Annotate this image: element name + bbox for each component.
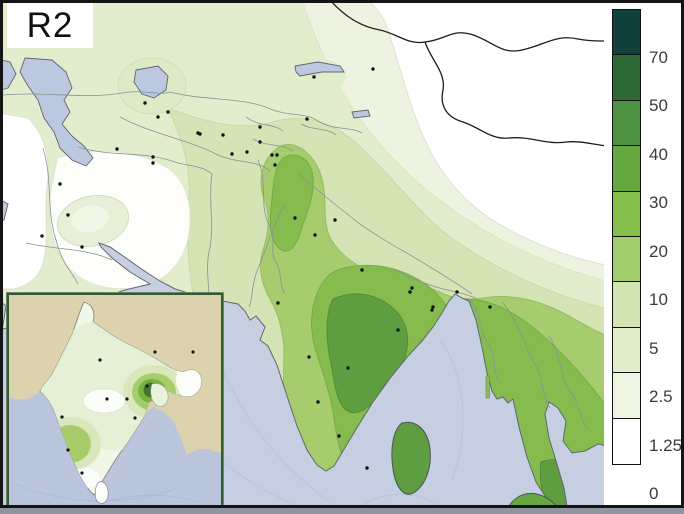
sample-site-dot xyxy=(191,350,195,354)
lakes xyxy=(0,57,371,334)
sample-site-dot xyxy=(80,471,84,475)
sample-site-dot xyxy=(115,147,119,151)
legend-swatch xyxy=(612,99,641,147)
white-pocket-northeast xyxy=(345,0,684,279)
sample-site-dot xyxy=(166,110,170,114)
legend-swatch xyxy=(612,54,641,102)
sample-site-dot xyxy=(58,182,62,186)
sample-site-dot xyxy=(346,366,350,370)
sample-site-dot xyxy=(276,301,280,305)
sample-site-dot xyxy=(66,448,70,452)
legend-swatch xyxy=(612,417,641,465)
sample-site-dot xyxy=(145,384,149,388)
legend-swatch xyxy=(612,236,641,284)
sample-site-dot xyxy=(66,213,70,217)
andaman-islands xyxy=(485,375,490,399)
legend-value-label: 0 xyxy=(649,484,659,503)
legend-value-label: 1.25 xyxy=(649,435,683,455)
sample-site-dot xyxy=(133,416,137,420)
legend-value-label: 2.5 xyxy=(649,387,673,406)
inset-sri-lanka xyxy=(94,481,109,504)
legend-swatch xyxy=(612,326,641,374)
sample-site-dot xyxy=(196,131,200,135)
sample-site-dot xyxy=(270,153,274,157)
sample-site-dot xyxy=(316,400,320,404)
sample-site-dot xyxy=(275,153,279,157)
sample-site-dot xyxy=(455,290,459,294)
legend-value-label: 50 xyxy=(649,96,668,115)
sample-site-dot xyxy=(360,268,364,272)
haplogroup-label-badge: R2 xyxy=(7,3,93,48)
sample-site-dot xyxy=(431,305,435,309)
caspian-sea xyxy=(19,57,94,167)
sample-site-dots xyxy=(40,67,492,470)
sample-site-dot xyxy=(313,233,317,237)
aral-sea xyxy=(133,65,169,99)
sample-site-dot xyxy=(143,101,147,105)
sample-site-dot xyxy=(151,155,155,159)
sample-site-dot xyxy=(488,305,492,309)
sample-site-dot xyxy=(156,115,160,119)
sample-site-dot xyxy=(153,350,157,354)
sample-site-dot xyxy=(396,328,400,332)
sample-site-dot xyxy=(151,161,155,165)
sample-site-dot xyxy=(337,434,341,438)
sample-site-dot xyxy=(305,117,309,121)
white-pocket-caucasus xyxy=(0,111,49,290)
sample-site-dot xyxy=(80,245,84,249)
sample-site-dot xyxy=(60,415,64,419)
inset-white-central-oval xyxy=(82,388,126,414)
sample-site-dot xyxy=(258,125,262,129)
sample-site-dot xyxy=(430,308,434,312)
legend-value-label: 40 xyxy=(649,144,668,164)
sample-site-dot xyxy=(258,140,262,144)
sample-site-dot xyxy=(371,67,375,71)
sample-site-dot xyxy=(40,234,44,238)
coastline xyxy=(0,242,613,510)
legend-swatch xyxy=(612,9,641,56)
legend-swatch xyxy=(612,190,641,238)
sample-site-dot xyxy=(230,152,234,156)
lake-balkhash xyxy=(294,61,345,77)
legend-value-label: 5 xyxy=(649,338,659,358)
inset-ocean xyxy=(6,391,224,508)
legend-value-label: 30 xyxy=(649,193,668,212)
iran-contour-ring-inner xyxy=(71,205,109,233)
inset-bangladesh xyxy=(150,383,169,407)
sample-site-dot xyxy=(307,355,311,359)
sample-site-dot xyxy=(125,397,129,401)
sample-site-dot xyxy=(312,75,316,79)
sample-site-dot xyxy=(293,216,297,220)
sample-site-dot xyxy=(333,218,337,222)
legend-color-bar xyxy=(612,9,641,465)
sample-site-dot xyxy=(98,358,102,362)
black-sea-corner xyxy=(0,59,17,91)
contour-band-20-kashmir xyxy=(269,154,314,252)
figure-bottom-strip xyxy=(0,508,684,514)
sample-site-dot xyxy=(410,286,414,290)
haplogroup-label: R2 xyxy=(26,5,74,45)
country-borders xyxy=(0,91,590,431)
frequency-legend: 70 50 40 30 20 10 5 2.5 1.25 0 xyxy=(604,3,683,508)
sample-site-dot xyxy=(408,290,412,294)
legend-swatch xyxy=(612,145,641,193)
legend-value-label: 10 xyxy=(649,290,668,309)
sample-site-dot xyxy=(221,133,225,137)
sample-site-dot xyxy=(273,163,277,167)
sample-site-dot xyxy=(105,397,109,401)
sample-site-dot xyxy=(245,150,249,154)
legend-value-label: 20 xyxy=(649,241,668,261)
india-inset-map xyxy=(6,292,224,508)
inset-sample-site-dots xyxy=(60,350,195,475)
issyk-kul xyxy=(351,109,371,119)
legend-swatch xyxy=(612,372,641,420)
legend-value-label: 70 xyxy=(649,47,668,67)
sample-site-dot xyxy=(365,466,369,470)
sri-lanka xyxy=(391,421,431,495)
legend-swatch xyxy=(612,281,641,329)
northern-borders xyxy=(329,0,621,147)
